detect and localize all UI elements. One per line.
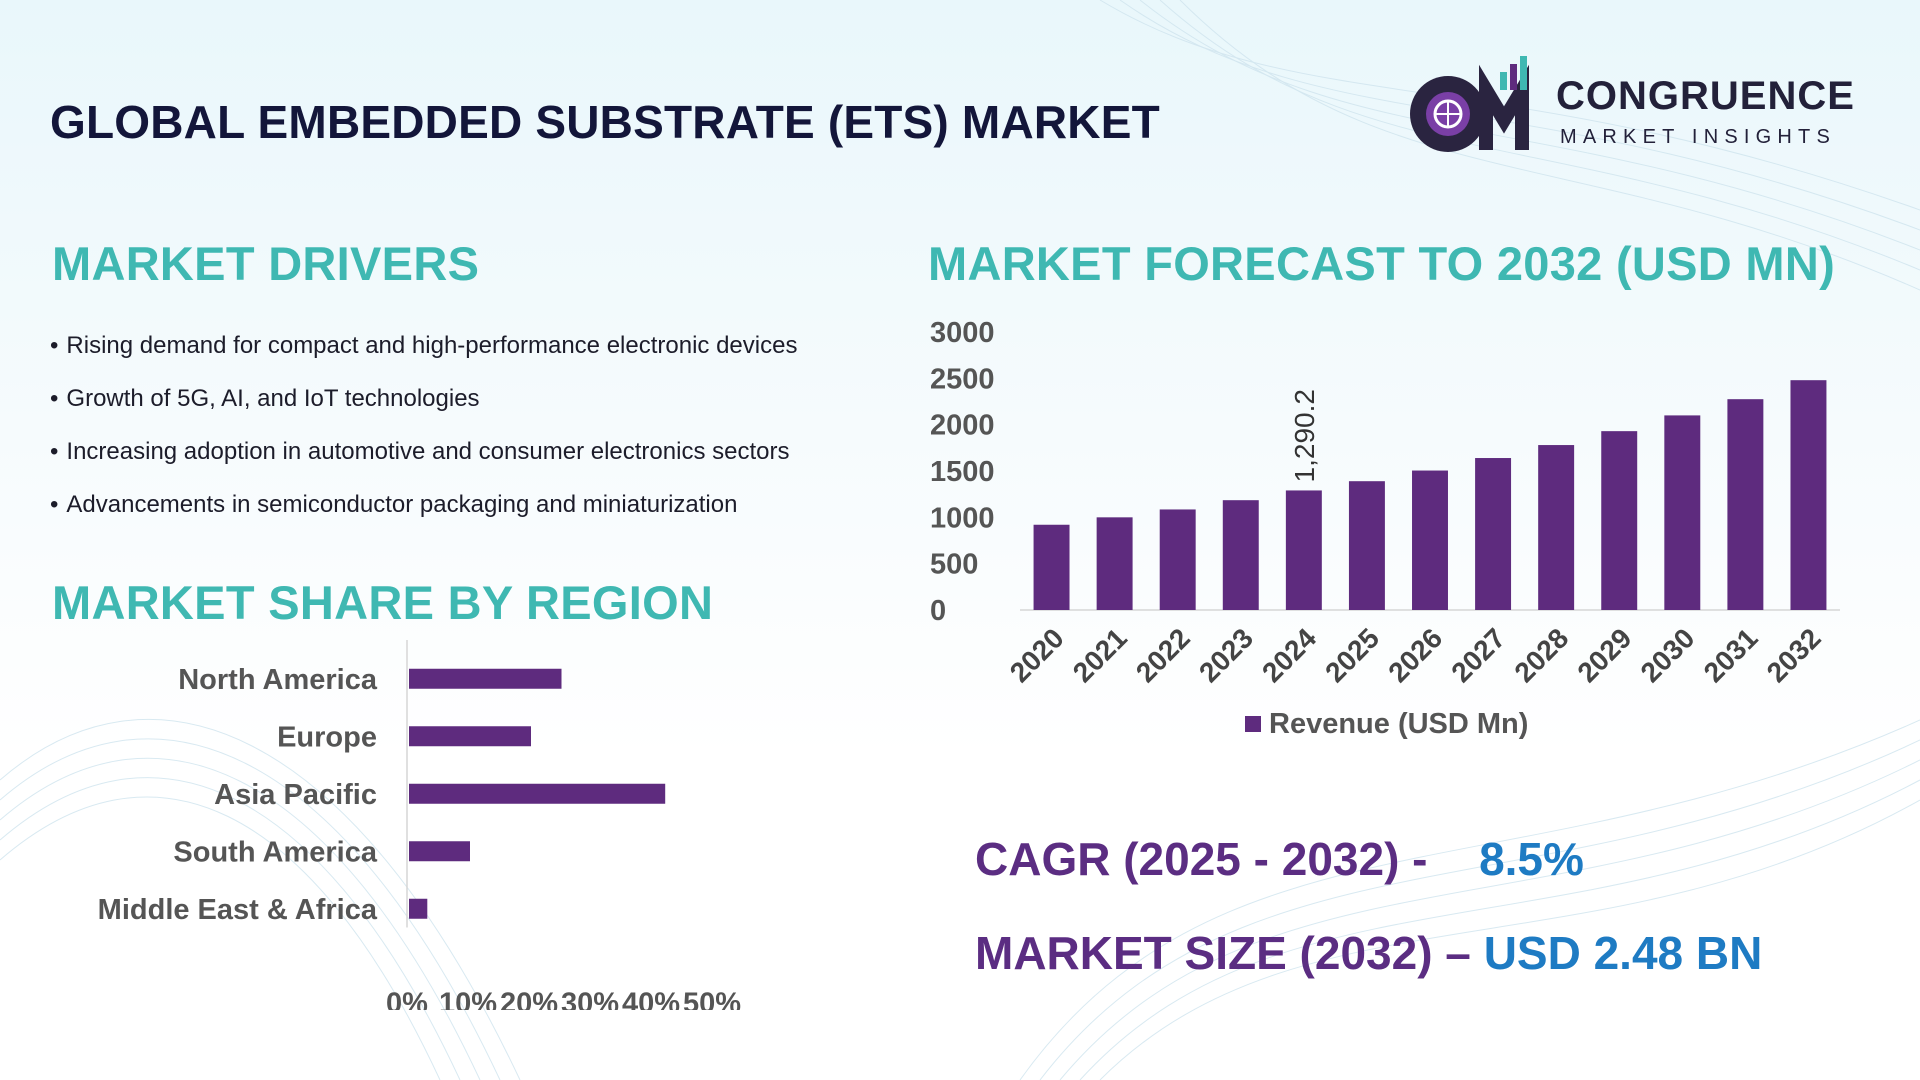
region-bar	[409, 898, 428, 919]
driver-item: Advancements in semiconductor packaging …	[50, 489, 797, 542]
y-tick-label: 2000	[930, 410, 995, 442]
logo-mark-icon	[1410, 56, 1529, 152]
x-tick-label: 2022	[1130, 622, 1196, 688]
region-chart: North America Europe Asia Pacific South Ame…	[98, 640, 741, 1011]
x-tick-label: 2027	[1445, 622, 1511, 688]
logo: CONGRUENCE MARKET INSIGHTS	[1400, 50, 1880, 160]
region-bar	[409, 668, 562, 689]
cagr-stat: CAGR (2025 - 2032) - 8.5%	[975, 832, 1584, 886]
logo-name: CONGRUENCE	[1556, 74, 1855, 118]
driver-item: Rising demand for compact and high-perfo…	[50, 330, 797, 383]
region-label: Middle East & Africa	[98, 894, 378, 926]
x-tick-label: 2025	[1319, 622, 1385, 688]
region-bar	[409, 783, 666, 804]
market-size-label: MARKET SIZE (2032) –	[975, 927, 1471, 979]
driver-item: Growth of 5G, AI, and IoT technologies	[50, 383, 797, 436]
region-title: MARKET SHARE BY REGION	[52, 576, 714, 629]
forecast-bar	[1790, 380, 1827, 610]
x-tick-label: 2024	[1256, 622, 1322, 688]
forecast-bar	[1285, 490, 1322, 610]
forecast-bar	[1348, 481, 1385, 610]
y-tick-label: 1500	[930, 456, 995, 488]
forecast-bar	[1475, 458, 1512, 610]
legend-label: Revenue (USD Mn)	[1269, 708, 1528, 740]
y-tick-label: 0	[930, 595, 946, 627]
y-tick-label: 2500	[930, 363, 995, 395]
x-tick-label: 30%	[561, 988, 619, 1011]
x-tick-label: 2032	[1761, 622, 1827, 688]
cagr-value: 8.5%	[1479, 833, 1584, 885]
x-tick-label: 20%	[500, 988, 558, 1011]
logo-tagline: MARKET INSIGHTS	[1560, 126, 1836, 148]
region-label: Asia Pacific	[214, 779, 377, 811]
y-tick-label: 1000	[930, 502, 995, 534]
forecast-bar	[1159, 509, 1196, 610]
cagr-label: CAGR (2025 - 2032) -	[975, 833, 1428, 885]
forecast-bar	[1222, 500, 1259, 610]
x-tick-label: 50%	[683, 988, 741, 1011]
bar-data-label: 1,290.2	[1289, 389, 1320, 482]
forecast-title: MARKET FORECAST TO 2032 (USD MN)	[928, 237, 1836, 290]
forecast-bar	[1664, 415, 1701, 610]
forecast-bar	[1033, 524, 1070, 610]
drivers-list: Rising demand for compact and high-perfo…	[50, 330, 797, 542]
forecast-bar	[1096, 517, 1133, 610]
region-bar	[409, 841, 470, 862]
forecast-bar	[1727, 399, 1764, 610]
market-size-stat: MARKET SIZE (2032) – USD 2.48 BN	[975, 926, 1762, 980]
x-tick-label: 2028	[1508, 622, 1574, 688]
region-label: Europe	[277, 721, 377, 753]
region-label: North America	[178, 664, 378, 696]
drivers-title: MARKET DRIVERS	[52, 237, 480, 290]
x-tick-label: 2021	[1067, 622, 1133, 688]
x-tick-label: 2020	[1004, 622, 1070, 688]
x-tick-label: 0%	[386, 988, 428, 1011]
x-tick-label: 40%	[622, 988, 680, 1011]
forecast-bar	[1538, 445, 1575, 610]
forecast-bar	[1412, 470, 1448, 610]
x-tick-label: 10%	[439, 988, 497, 1011]
region-label: South America	[173, 836, 377, 868]
x-tick-label: 2026	[1382, 622, 1448, 688]
page-title: GLOBAL EMBEDDED SUBSTRATE (ETS) MARKET	[50, 96, 1160, 148]
forecast-chart: 3000 2500 2000 1500 1000 500 0 2020202120222023…	[930, 317, 1840, 740]
region-bar	[409, 726, 531, 747]
x-tick-label: 2030	[1635, 622, 1701, 688]
x-tick-label: 2023	[1193, 622, 1259, 688]
driver-item: Increasing adoption in automotive and co…	[50, 436, 797, 489]
x-tick-label: 2029	[1572, 622, 1638, 688]
x-tick-label: 2031	[1698, 622, 1764, 688]
y-tick-label: 500	[930, 549, 978, 581]
forecast-bar	[1601, 431, 1638, 610]
market-size-value: USD 2.48 BN	[1483, 927, 1763, 979]
y-tick-label: 3000	[930, 317, 995, 349]
legend-swatch	[1245, 716, 1261, 732]
